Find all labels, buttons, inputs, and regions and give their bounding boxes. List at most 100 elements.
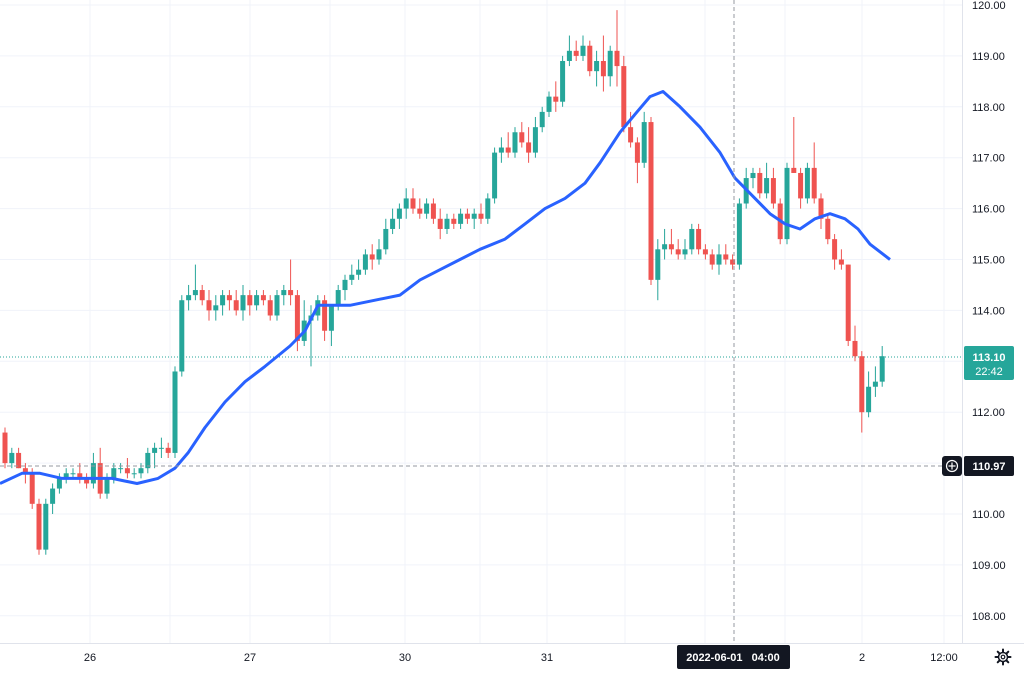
time-tick-label: 26 bbox=[84, 652, 96, 664]
candle-down bbox=[97, 447, 103, 499]
candle-up bbox=[9, 447, 15, 469]
candle-down bbox=[702, 244, 708, 260]
crosshair-price-value: 110.97 bbox=[972, 461, 1005, 473]
price-tick-label: 108.00 bbox=[972, 611, 1006, 623]
price-axis[interactable]: 120.00 119.00 118.00 117.00 116.00 115.00 114.… bbox=[972, 0, 1006, 623]
crosshair-price-badge: 110.97 bbox=[964, 456, 1014, 476]
candle-up bbox=[43, 498, 49, 555]
candle-down bbox=[247, 290, 253, 316]
price-tick-label: 110.00 bbox=[972, 509, 1005, 521]
candle-up bbox=[390, 208, 396, 235]
candle-up bbox=[220, 290, 226, 316]
candle-up bbox=[607, 45, 613, 87]
chart-grid bbox=[0, 0, 962, 643]
candle-up bbox=[152, 442, 158, 469]
candle-up bbox=[138, 463, 144, 479]
candle-down bbox=[757, 167, 763, 199]
candle-down bbox=[723, 244, 729, 265]
candle-down bbox=[634, 137, 640, 184]
candle-up bbox=[301, 300, 307, 347]
candle-up bbox=[546, 91, 552, 117]
add-plus-button[interactable] bbox=[942, 456, 962, 476]
candle-up bbox=[424, 198, 430, 219]
candle-up bbox=[376, 239, 382, 265]
candle-down bbox=[832, 234, 838, 270]
candle-up bbox=[70, 468, 76, 479]
candle-down bbox=[464, 208, 470, 224]
price-tick-label: 120.00 bbox=[972, 0, 1006, 12]
settings-gear-icon[interactable] bbox=[994, 648, 1012, 666]
candle-down bbox=[852, 325, 858, 362]
candle-up bbox=[689, 223, 695, 255]
time-tick-label: 27 bbox=[244, 652, 256, 664]
candle-down bbox=[36, 498, 42, 555]
candle-down bbox=[553, 81, 559, 112]
candle-down bbox=[369, 244, 375, 270]
candle-down bbox=[798, 167, 804, 209]
candle-down bbox=[859, 351, 865, 433]
candle-down bbox=[165, 442, 171, 459]
candle-up bbox=[594, 50, 600, 87]
candle-down bbox=[845, 264, 851, 347]
candle-up bbox=[362, 249, 368, 275]
moving-average-line bbox=[0, 90, 891, 485]
candle-down bbox=[614, 10, 620, 87]
candle-down bbox=[600, 35, 606, 92]
candle-up bbox=[396, 203, 402, 229]
candle-down bbox=[675, 239, 681, 260]
candle-up bbox=[328, 305, 334, 347]
candle-up bbox=[145, 447, 151, 474]
candle-down bbox=[294, 290, 300, 352]
candle-up bbox=[560, 55, 566, 107]
candle-up bbox=[444, 213, 450, 235]
candle-up bbox=[736, 198, 742, 270]
candle-up bbox=[342, 274, 348, 301]
crosshair-time-value: 2022-06-01 04:00 bbox=[686, 652, 780, 664]
candle-down bbox=[206, 290, 212, 321]
candle-up bbox=[784, 162, 790, 245]
price-tick-label: 114.00 bbox=[972, 305, 1005, 317]
candle-up bbox=[240, 284, 246, 321]
candlesticks bbox=[2, 10, 885, 555]
candle-up bbox=[179, 295, 185, 377]
candle-down bbox=[838, 249, 844, 270]
candle-up bbox=[655, 239, 661, 301]
price-tick-label: 119.00 bbox=[972, 51, 1005, 63]
time-tick-label: 2 bbox=[859, 652, 865, 664]
candle-down bbox=[437, 208, 443, 240]
candle-down bbox=[199, 284, 205, 306]
candle-down bbox=[430, 198, 436, 224]
candle-down bbox=[709, 249, 715, 270]
last-price-badge: 113.10 22:42 bbox=[964, 346, 1014, 380]
candle-down bbox=[505, 132, 511, 158]
crosshair-time-badge: 2022-06-01 04:00 bbox=[677, 645, 790, 669]
candle-down bbox=[478, 203, 484, 224]
candle-up bbox=[879, 346, 885, 387]
last-price-value: 113.10 bbox=[972, 352, 1005, 364]
candle-up bbox=[498, 137, 504, 163]
candle-up bbox=[872, 366, 878, 397]
candle-up bbox=[532, 116, 538, 158]
candle-down bbox=[770, 167, 776, 209]
candle-down bbox=[226, 290, 232, 311]
price-tick-label: 109.00 bbox=[972, 560, 1006, 572]
candle-up bbox=[186, 284, 192, 311]
candle-up bbox=[131, 468, 137, 479]
candle-down bbox=[668, 228, 674, 255]
candle-down bbox=[451, 213, 457, 229]
candle-up bbox=[274, 290, 280, 321]
candle-up bbox=[50, 483, 56, 514]
time-axis[interactable]: 26 27 30 31 2 12:00 bbox=[84, 652, 958, 664]
candle-down bbox=[322, 295, 328, 341]
price-tick-label: 115.00 bbox=[972, 255, 1005, 267]
candle-up bbox=[349, 264, 355, 285]
candle-down bbox=[267, 295, 273, 321]
time-tick-label: 12:00 bbox=[930, 652, 958, 664]
candle-down bbox=[730, 254, 736, 270]
bar-countdown: 22:42 bbox=[975, 366, 1003, 378]
candle-down bbox=[587, 40, 593, 77]
candle-down bbox=[526, 127, 532, 163]
candle-down bbox=[648, 116, 654, 285]
candle-down bbox=[811, 142, 817, 204]
